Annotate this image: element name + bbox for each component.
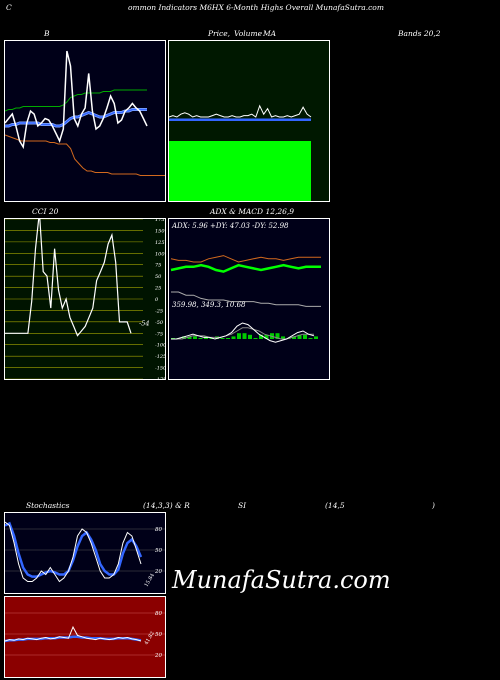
rsi-smooth-series-line xyxy=(5,635,142,643)
macd-histogram-bar xyxy=(259,334,263,339)
rsi-label: SI xyxy=(238,501,247,510)
macd-histogram-bar xyxy=(231,336,236,339)
price-ma-panel xyxy=(168,40,330,202)
stoch-tick-label: 80 xyxy=(155,527,162,533)
cci-tick-label: -150 xyxy=(155,366,165,372)
rsi-series-line xyxy=(5,625,142,642)
macd-histogram-bar xyxy=(187,336,192,339)
stoch-params: (14,3,3) & R xyxy=(143,501,190,510)
bollinger-panel xyxy=(4,40,166,202)
rsi-panel: 80 50 20 41.82 xyxy=(4,596,166,678)
cci-tick-label: -75 xyxy=(155,331,163,337)
plus-dy-series-line xyxy=(170,263,321,273)
stoch-d-series-line xyxy=(5,521,143,578)
volume-label: Volume xyxy=(234,29,263,38)
cci-tick-label: 175 xyxy=(155,219,165,223)
ma-label: MA xyxy=(263,29,277,38)
panel-background xyxy=(5,41,165,201)
macd-histogram-bar xyxy=(308,338,313,339)
bb-upper-series-line xyxy=(5,89,147,112)
macd-histogram-bar xyxy=(275,333,280,339)
cci-series-line xyxy=(5,219,132,337)
macd-histogram-bar xyxy=(220,338,225,339)
macd-histogram-bar xyxy=(314,336,318,339)
bb-label: B xyxy=(44,29,50,38)
cci-panel: 175 150 125 100 75 50 25 0 -25 -50 -75 -100 -125 -150… xyxy=(4,218,166,380)
panel-background xyxy=(169,219,329,379)
adx-macd-chart: ADX: 5.96 +DY: 47.03 -DY: 52.98 359.98, 3… xyxy=(169,219,329,379)
macd-histogram-bar xyxy=(248,334,252,339)
bb-lower-series-line xyxy=(5,134,165,176)
cci-tick-label: -100 xyxy=(155,343,165,349)
cci-tick-label: 75 xyxy=(155,263,161,269)
macd-histogram-bar xyxy=(182,336,186,339)
header-left: C xyxy=(6,3,12,12)
adx-series-line xyxy=(171,291,321,307)
cci-tick-label: 25 xyxy=(154,286,161,292)
cci-tick-label: 100 xyxy=(155,251,165,257)
watermark: MunafaSutra.com xyxy=(172,566,391,594)
cci-chart: 175 150 125 100 75 50 25 0 -25 -50 -75 -100 -125 -150… xyxy=(5,219,165,379)
bb-price-series-line xyxy=(5,50,148,150)
rsi-tick-label: 20 xyxy=(154,653,162,659)
cci-tick-label: 0 xyxy=(155,297,159,303)
stoch-tick-label: 20 xyxy=(154,569,162,575)
macd-histogram-bar xyxy=(303,334,307,339)
adx-macd-label: ADX & MACD 12,26,9 xyxy=(210,207,295,216)
cci-tick-label: -175 xyxy=(155,377,165,379)
macd-histogram-bar xyxy=(237,333,241,339)
volume-bar xyxy=(169,141,311,201)
minus-dy-series-line xyxy=(170,255,321,263)
header-title: ommon Indicators M6HX 6-Month Highs Over… xyxy=(128,3,384,12)
rsi-tick-label: 50 xyxy=(155,632,162,638)
cci-tick-label: -25 xyxy=(155,308,163,314)
macd-signal-series-line xyxy=(171,327,314,340)
adx-values: ADX: 5.96 +DY: 47.03 -DY: 52.98 xyxy=(171,222,289,230)
bb-middle-series-line xyxy=(5,108,147,127)
price-label: Price, xyxy=(208,29,231,38)
stochastics-panel: 80 50 20 15.84 xyxy=(4,512,166,594)
cci-tick-label: -125 xyxy=(155,354,165,360)
rsi-close: ) xyxy=(432,501,435,510)
macd-histogram-bar xyxy=(297,334,302,339)
macd-values: 359.98, 349.3, 10.68 xyxy=(172,301,246,309)
macd-histogram-bar xyxy=(242,333,247,339)
bollinger-chart xyxy=(5,41,165,201)
macd-histogram-bar xyxy=(281,336,285,339)
cci-label: CCI 20 xyxy=(32,207,59,216)
cci-tick-label: 150 xyxy=(155,228,165,234)
cci-tick-label: 125 xyxy=(155,240,165,246)
adx-macd-panel: ADX: 5.96 +DY: 47.03 -DY: 52.98 359.98, 3… xyxy=(168,218,330,380)
macd-histogram-bar xyxy=(193,336,197,339)
macd-histogram-bar xyxy=(264,334,269,339)
cci-last-value: -54 xyxy=(139,320,149,328)
macd-histogram-bar xyxy=(292,336,296,339)
macd-histogram-bar xyxy=(226,338,230,339)
stoch-k-series-line xyxy=(5,521,142,583)
price-ma-chart xyxy=(169,41,329,201)
bands-label: Bands 20,2 xyxy=(398,29,441,38)
cci-tick-label: 50 xyxy=(155,274,162,280)
rsi-params: (14,5 xyxy=(325,501,345,510)
macd-histogram-bar xyxy=(198,338,203,339)
cci-tick-label: -50 xyxy=(155,320,164,326)
rsi-tick-label: 80 xyxy=(155,611,162,617)
price-series-line xyxy=(169,104,312,118)
stoch-label: Stochastics xyxy=(26,501,70,510)
stoch-tick-label: 50 xyxy=(155,548,162,554)
macd-series-line xyxy=(171,322,315,343)
macd-histogram-bar xyxy=(253,338,258,339)
